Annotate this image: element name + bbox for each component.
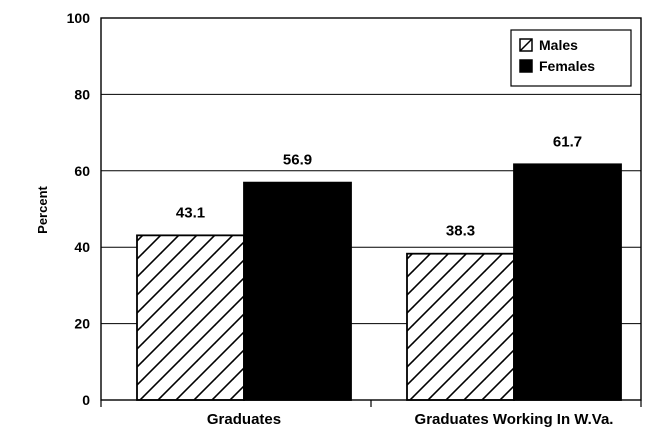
legend-hatch-line xyxy=(519,38,533,52)
bar-males-1 xyxy=(406,252,515,401)
y-tick-label: 60 xyxy=(74,163,90,179)
data-label: 43.1 xyxy=(176,204,205,221)
data-label: 56.9 xyxy=(283,152,312,169)
y-tick-label: 20 xyxy=(74,316,90,332)
x-tick-label: Graduates xyxy=(207,411,281,428)
y-tick-label: 40 xyxy=(74,239,90,255)
axes: 0 20 40 60 80 100 xyxy=(67,10,642,408)
data-label: 61.7 xyxy=(553,133,582,150)
labels: 43.1 56.9 Graduates 38.3 61.7 Graduates Worki… xyxy=(35,133,613,428)
x-tick-label: Graduates Working In W.Va. xyxy=(415,411,614,428)
legend-label-females: Females xyxy=(539,58,595,74)
bars xyxy=(136,163,622,401)
legend-label-males: Males xyxy=(539,37,578,53)
y-axis-label: Percent xyxy=(35,185,50,233)
y-tick-label: 0 xyxy=(82,392,90,408)
y-tick-label: 100 xyxy=(67,10,91,26)
bar-females-1 xyxy=(513,163,622,401)
bar-females-0 xyxy=(243,181,352,401)
bar-males-0 xyxy=(136,234,245,401)
legend-swatch-females xyxy=(519,59,533,73)
data-label: 38.3 xyxy=(446,223,475,240)
y-tick-label: 80 xyxy=(74,86,90,102)
legend: Males Females xyxy=(510,29,632,87)
